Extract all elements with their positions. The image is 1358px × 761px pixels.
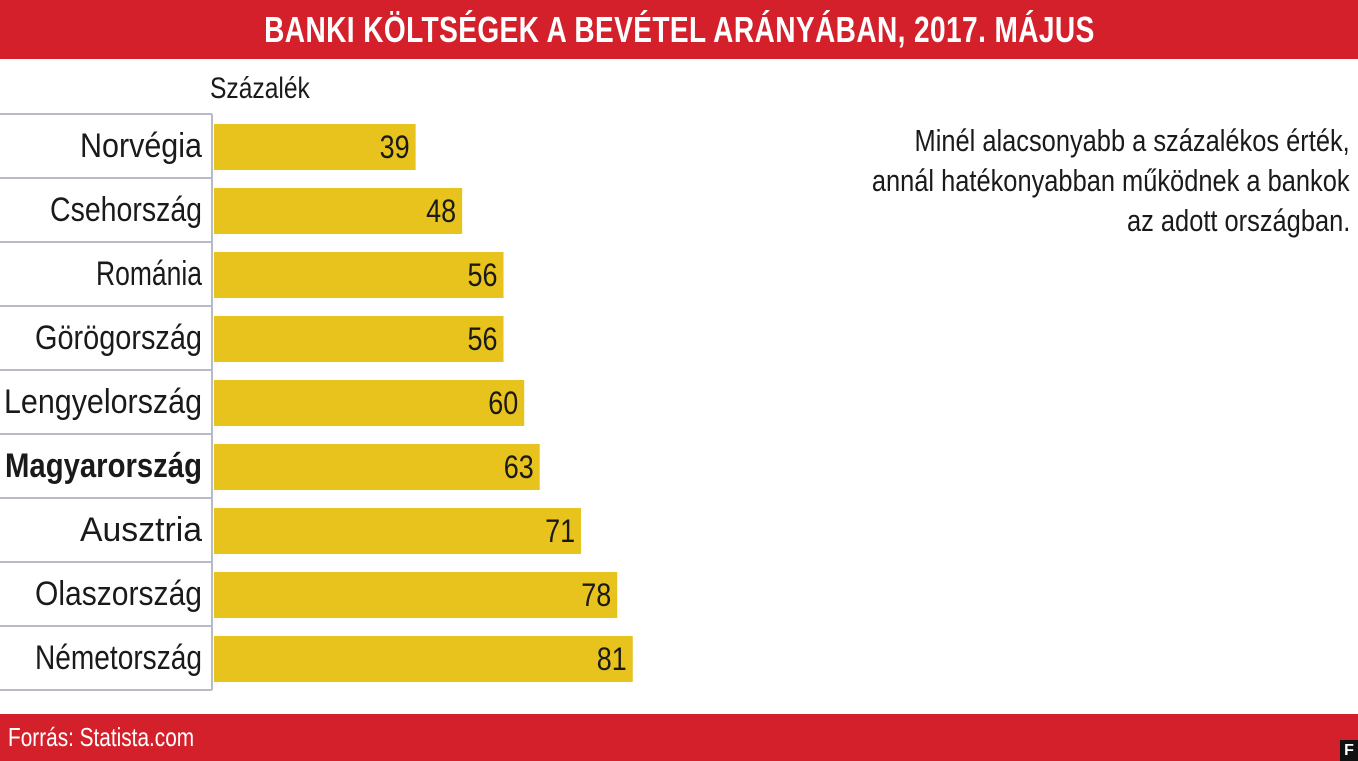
annotation: Minél alacsonyabb a százalékos érték, an…: [590, 121, 1350, 241]
title-bar: BANKI KÖLTSÉGEK A BEVÉTEL ARÁNYÁBAN, 201…: [0, 0, 1358, 59]
value-label-norvegia: 39: [380, 129, 410, 165]
footer-bar: [0, 714, 1358, 761]
bar-lengyelorszag: [214, 380, 525, 426]
publisher-logo: F: [1340, 740, 1358, 761]
category-label-nemetorszag: Németország: [35, 639, 202, 677]
bar-gorogorszag: [214, 316, 504, 362]
category-label-olaszorszag: Olaszország: [35, 575, 202, 613]
chart-title: BANKI KÖLTSÉGEK A BEVÉTEL ARÁNYÁBAN, 201…: [263, 8, 1095, 50]
value-label-csehorszag: 48: [426, 193, 456, 229]
unit-label: Százalék: [210, 72, 310, 105]
source-text: Forrás: Statista.com: [8, 722, 195, 752]
bar-nemetorszag: [214, 636, 633, 682]
category-label-ausztria: Ausztria: [80, 511, 202, 549]
category-label-lengyelorszag: Lengyelország: [4, 383, 202, 421]
annotation-line-1: Minél alacsonyabb a százalékos érték,: [914, 123, 1350, 158]
category-label-magyarorszag: Magyarország: [5, 447, 202, 485]
value-label-lengyelorszag: 60: [488, 385, 518, 421]
value-label-gorogorszag: 56: [468, 321, 498, 357]
value-label-ausztria: 71: [545, 513, 575, 549]
value-label-nemetorszag: 81: [597, 641, 627, 677]
category-label-gorogorszag: Görögország: [35, 319, 202, 357]
category-label-csehorszag: Csehország: [50, 191, 202, 229]
category-label-norvegia: Norvégia: [80, 127, 202, 165]
bar-olaszorszag: [214, 572, 618, 618]
value-label-magyarorszag: 63: [504, 449, 534, 485]
category-label-romania: Románia: [96, 255, 202, 293]
bar-norvegia: [214, 124, 416, 170]
value-label-olaszorszag: 78: [581, 577, 611, 613]
bar-romania: [214, 252, 504, 298]
bar-ausztria: [214, 508, 582, 554]
value-label-romania: 56: [468, 257, 498, 293]
annotation-line-3: az adott országban.: [1126, 203, 1350, 238]
bar-magyarorszag: [214, 444, 540, 490]
bar-csehorszag: [214, 188, 463, 234]
annotation-line-2: annál hatékonyabban működnek a bankok: [872, 163, 1350, 198]
